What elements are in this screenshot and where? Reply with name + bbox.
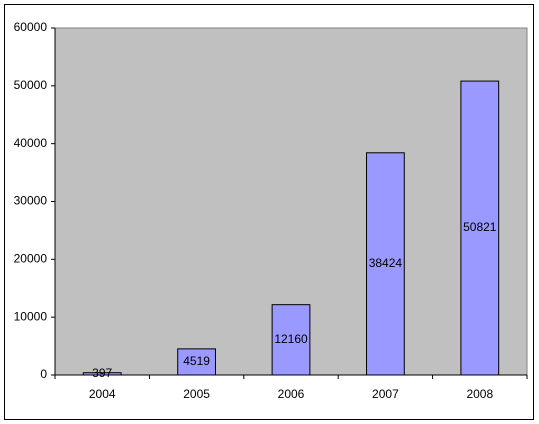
bar	[177, 348, 216, 376]
y-tick-label: 0	[40, 367, 47, 381]
y-tick-label: 40000	[14, 136, 48, 150]
data-label: 38424	[369, 256, 403, 270]
bar	[366, 152, 405, 376]
x-tick-label: 2004	[89, 387, 116, 401]
data-label: 397	[92, 366, 112, 380]
bar	[460, 80, 500, 376]
y-tick-label: 10000	[14, 309, 48, 323]
y-tick-label: 20000	[14, 252, 48, 266]
x-tick-label: 2007	[372, 387, 399, 401]
bar	[271, 304, 311, 376]
y-tick-label: 30000	[14, 194, 48, 208]
y-tick-label: 50000	[14, 78, 48, 92]
data-label: 12160	[274, 332, 308, 346]
y-tick-label: 60000	[14, 20, 48, 34]
bar	[82, 372, 122, 376]
x-tick-label: 2005	[183, 387, 210, 401]
x-tick-label: 2006	[278, 387, 305, 401]
data-label: 4519	[183, 354, 210, 368]
data-label: 50821	[463, 220, 497, 234]
x-tick-label: 2008	[466, 387, 493, 401]
